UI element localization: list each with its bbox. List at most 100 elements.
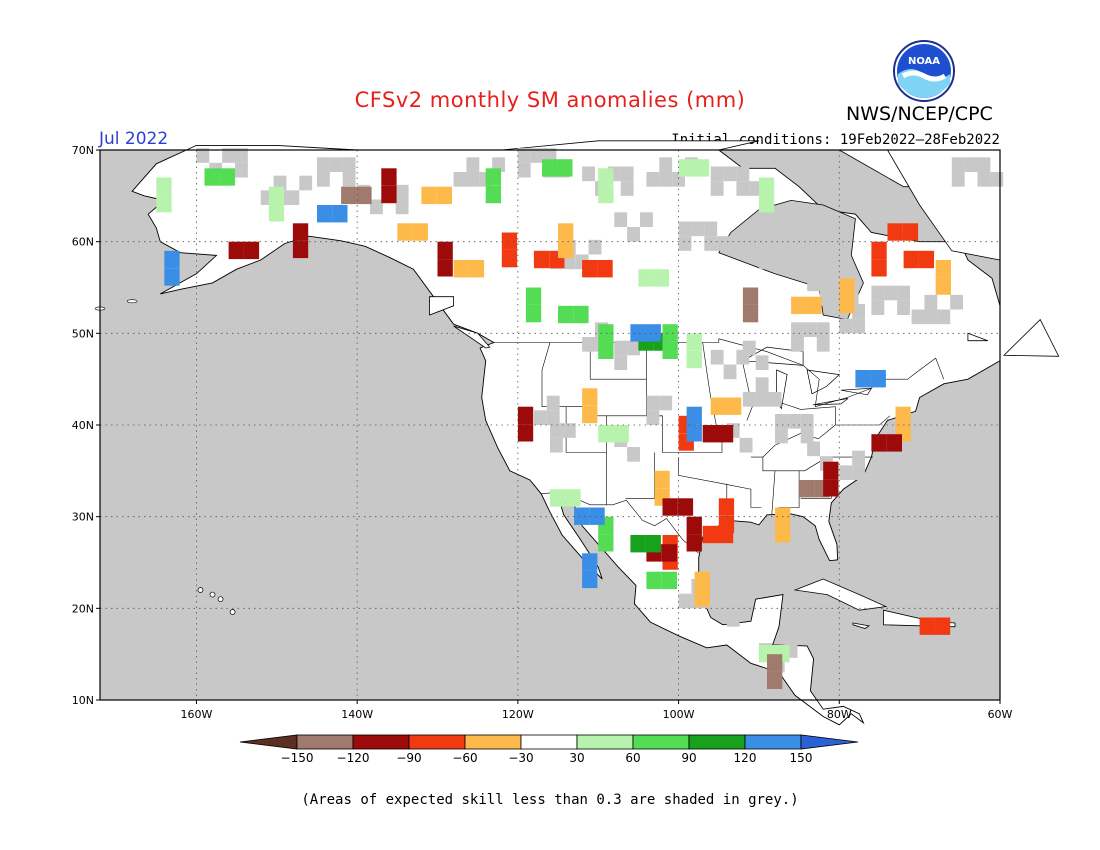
border-line-2	[541, 342, 607, 453]
anomaly-cell	[517, 406, 534, 425]
border-line-10	[771, 470, 776, 515]
noaa-logo: NOAA	[893, 40, 955, 102]
colorbar-bin	[520, 734, 578, 750]
low-skill-cell	[852, 304, 865, 319]
anomaly-cell	[613, 425, 629, 443]
colorbar-bin	[688, 734, 746, 750]
anomaly-cell	[726, 397, 742, 415]
low-skill-cell	[739, 597, 753, 612]
low-skill-cell	[726, 423, 740, 438]
border-line-13	[750, 392, 891, 426]
low-skill-cell	[620, 181, 634, 196]
low-skill-cell	[562, 254, 576, 270]
low-skill-cell	[543, 162, 557, 178]
anomaly-cell	[871, 259, 887, 277]
anomaly-cell	[718, 498, 735, 516]
low-skill-cell	[678, 221, 692, 237]
low-skill-cell	[286, 190, 300, 205]
anomaly-cell	[694, 589, 710, 607]
colorbar-bin	[408, 734, 466, 750]
low-skill-cell	[196, 148, 210, 163]
low-skill-cell	[755, 392, 769, 407]
low-skill-cell	[897, 300, 910, 315]
low-skill-cell	[209, 162, 223, 178]
anomaly-cell	[558, 223, 574, 241]
anomaly-cell	[573, 305, 589, 324]
anomaly-cell	[412, 223, 428, 241]
colorbar-label: −30	[508, 751, 533, 765]
low-skill-cell	[588, 239, 602, 255]
low-skill-cell	[791, 337, 804, 352]
low-skill-cell	[382, 184, 396, 200]
latitude-labels: 70N 60N 50N 40N 30N 20N 10N	[72, 144, 100, 707]
anomaly-cell	[839, 278, 855, 296]
low-skill-cell	[453, 172, 467, 187]
low-skill-cell	[627, 227, 640, 242]
low-skill-cell	[466, 172, 480, 187]
low-skill-cell	[771, 254, 785, 270]
colorbar-bin	[464, 734, 522, 750]
anomaly-cell	[558, 305, 574, 324]
island-9	[967, 332, 989, 342]
low-skill-cell	[704, 236, 718, 251]
anomaly-cell	[598, 425, 614, 443]
low-skill-cell	[749, 181, 763, 196]
low-skill-cell	[582, 337, 595, 352]
colorbar-label: 30	[569, 751, 584, 765]
anomaly-cell	[598, 341, 614, 359]
anomaly-cell	[630, 535, 646, 553]
low-skill-cell	[614, 340, 628, 356]
colorbar-bin	[632, 734, 690, 750]
island-2	[886, 149, 1001, 261]
low-skill-cell	[533, 410, 547, 425]
low-skill-cell	[614, 212, 628, 227]
anomaly-cell	[718, 515, 735, 534]
low-skill-cell	[562, 239, 576, 255]
low-skill-cell	[273, 190, 287, 205]
ocean-background	[100, 150, 1000, 700]
anomaly-cell	[918, 250, 935, 269]
map-title: CFSv2 monthly SM anomalies (mm)	[354, 88, 746, 112]
anomaly-cell	[935, 260, 951, 278]
low-skill-cell	[775, 212, 788, 227]
hudson-bay	[718, 199, 864, 321]
low-skill-cell	[820, 291, 833, 306]
colorbar: −150 −120 −90 −60 −30 30 60 90 120 150	[239, 734, 859, 765]
low-skill-cell	[816, 337, 830, 352]
low-skill-cell	[704, 221, 718, 237]
low-skill-cell	[951, 172, 965, 187]
lat-label: 60N	[72, 236, 94, 249]
colorbar-bin	[296, 734, 354, 750]
low-skill-cell	[771, 657, 785, 673]
low-skill-cell	[607, 166, 621, 182]
north-america-landmass	[131, 144, 1001, 726]
hawaii-island-1	[217, 596, 224, 603]
anomaly-cell	[702, 525, 718, 544]
anomaly-cell	[717, 425, 734, 443]
anomaly-cell	[855, 370, 871, 388]
anomaly-cell	[654, 470, 670, 489]
low-skill-cell	[329, 157, 343, 172]
low-skill-cell	[977, 172, 991, 187]
lon-label: 80W	[827, 708, 852, 721]
border-line-16	[722, 483, 762, 508]
longitude-labels: 160W 140W 120W 100W 80W 60W	[180, 700, 1013, 721]
border-line-12	[800, 470, 833, 499]
anomaly-cell	[678, 415, 694, 434]
low-skill-cell	[646, 395, 660, 411]
low-skill-cell	[717, 236, 730, 251]
anomaly-cell	[292, 223, 309, 241]
low-skill-cell	[235, 148, 248, 163]
low-skill-cell	[800, 428, 814, 444]
anomaly-cell	[164, 268, 180, 286]
anomaly-cell	[582, 405, 598, 424]
low-skill-cell	[595, 181, 608, 196]
low-skill-cell	[466, 157, 480, 172]
island-5	[941, 621, 956, 628]
low-skill-cell	[595, 337, 608, 352]
low-skill-cell	[771, 239, 785, 255]
island-1	[837, 149, 985, 188]
low-skill-cell	[395, 199, 409, 215]
anomaly-cell	[381, 168, 397, 186]
anomaly-cell	[598, 534, 614, 552]
